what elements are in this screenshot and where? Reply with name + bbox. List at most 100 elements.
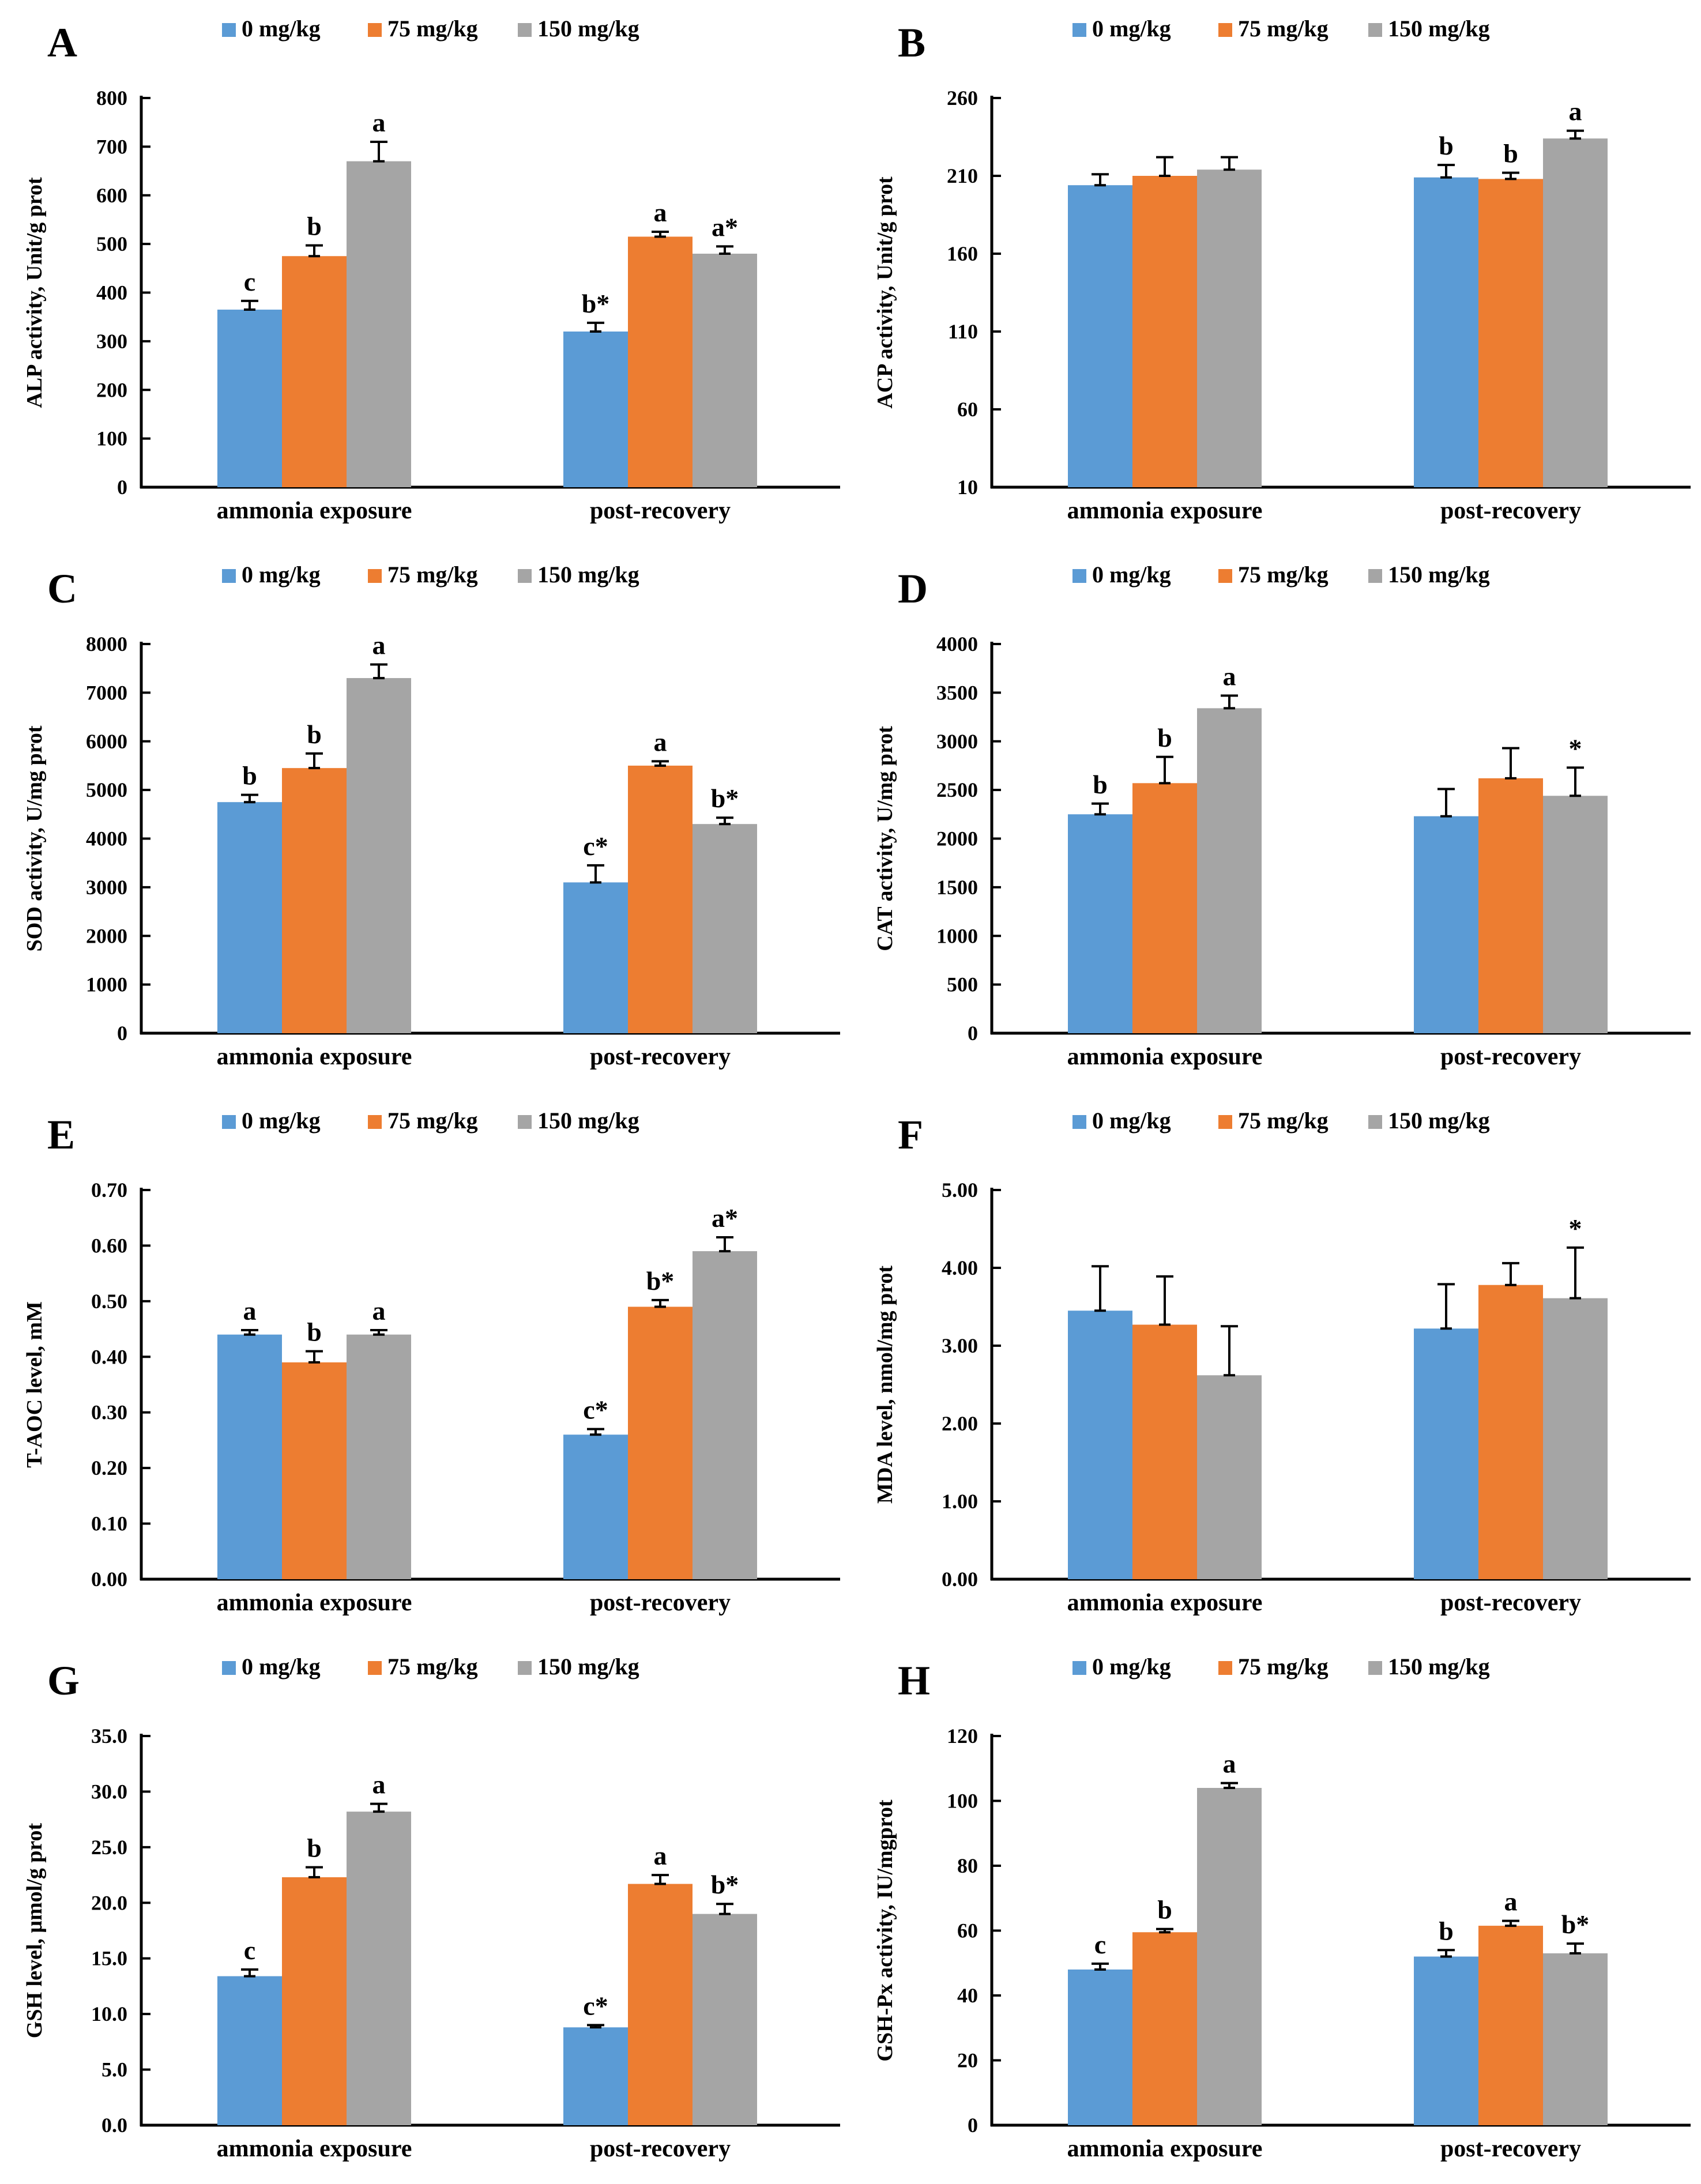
legend-label-1: 0 mg/kg bbox=[242, 16, 321, 42]
legend-swatch-3 bbox=[1368, 1661, 1382, 1675]
y-tick-label: 10 bbox=[957, 476, 978, 499]
y-tick-label: 2.00 bbox=[942, 1412, 978, 1435]
bar-75mgkg-exposure bbox=[282, 768, 347, 1033]
significance-label: c* bbox=[583, 1395, 608, 1425]
legend-swatch-2 bbox=[1218, 1661, 1232, 1675]
x-category-label: post-recovery bbox=[590, 2136, 731, 2162]
bar-75mgkg-recovery bbox=[628, 1884, 693, 2125]
y-tick-label: 0.50 bbox=[91, 1290, 127, 1313]
x-category-label: ammonia exposure bbox=[1067, 2136, 1263, 2162]
legend-label-2: 75 mg/kg bbox=[1238, 1654, 1329, 1680]
bar-0mgkg-recovery bbox=[563, 2027, 628, 2125]
significance-label: c* bbox=[583, 831, 608, 861]
y-tick-label: 0 bbox=[117, 1022, 127, 1045]
significance-label: b* bbox=[711, 1870, 739, 1899]
bar-75mgkg-exposure bbox=[1132, 1932, 1197, 2125]
legend-label-3: 150 mg/kg bbox=[1388, 1654, 1490, 1680]
bar-0mgkg-exposure bbox=[1068, 185, 1132, 487]
legend-label-1: 0 mg/kg bbox=[242, 1108, 321, 1134]
x-category-label: ammonia exposure bbox=[217, 1044, 412, 1070]
y-tick-label: 5000 bbox=[86, 778, 127, 801]
panel-G-chart: G 0 mg/kg 75 mg/kg 150 mg/kg 0.0 5.0 10.0 15.0 2… bbox=[22, 1654, 840, 2162]
y-tick-label: 4.00 bbox=[942, 1256, 978, 1279]
x-category-label: ammonia exposure bbox=[217, 1590, 412, 1616]
panel-letter: A bbox=[47, 20, 77, 66]
panel-letter: G bbox=[47, 1658, 80, 1704]
bar-0mgkg-exposure bbox=[217, 1334, 282, 1579]
y-tick-label: 35.0 bbox=[91, 1724, 127, 1748]
bar-75mgkg-exposure bbox=[1132, 783, 1197, 1033]
legend-label-2: 75 mg/kg bbox=[387, 16, 478, 42]
bar-0mgkg-recovery bbox=[563, 332, 628, 487]
legend-swatch-3 bbox=[1368, 1115, 1382, 1129]
y-tick-label: 0.70 bbox=[91, 1178, 127, 1202]
significance-label: c bbox=[1094, 1930, 1106, 1959]
significance-label: a bbox=[654, 1841, 667, 1870]
bar-75mgkg-exposure bbox=[282, 1362, 347, 1579]
y-tick-label: 5.0 bbox=[101, 2058, 127, 2081]
panel-letter: F bbox=[898, 1112, 923, 1158]
panel-B: B 0 mg/kg 75 mg/kg 150 mg/kg 10 60 110 160 210 26… bbox=[850, 0, 1701, 546]
significance-label: b bbox=[1157, 723, 1172, 752]
panel-F: F 0 mg/kg 75 mg/kg 150 mg/kg 0.00 1.00 2.00 3.0… bbox=[850, 1092, 1701, 1638]
bar-75mgkg-exposure bbox=[282, 1877, 347, 2125]
significance-label: b bbox=[307, 1317, 322, 1347]
y-tick-label: 0 bbox=[117, 476, 127, 499]
significance-label: b* bbox=[711, 784, 739, 813]
legend-label-3: 150 mg/kg bbox=[1388, 16, 1490, 42]
legend-swatch-3 bbox=[518, 23, 532, 37]
y-tick-label: 110 bbox=[948, 320, 978, 343]
panel-letter: E bbox=[47, 1112, 75, 1158]
y-tick-label: 160 bbox=[947, 242, 978, 265]
legend-swatch-1 bbox=[1072, 1115, 1086, 1129]
panel-B-chart: B 0 mg/kg 75 mg/kg 150 mg/kg 10 60 110 160 210 26… bbox=[873, 16, 1691, 524]
bar-75mgkg-recovery bbox=[1478, 1926, 1543, 2125]
significance-label: b bbox=[1439, 131, 1454, 160]
y-axis-title: ALP activity, Unit/g prot bbox=[22, 177, 47, 408]
legend-swatch-1 bbox=[1072, 23, 1086, 37]
legend-swatch-1 bbox=[222, 1115, 236, 1129]
y-tick-label: 0 bbox=[968, 2114, 978, 2137]
legend-swatch-3 bbox=[518, 569, 532, 583]
bar-0mgkg-exposure bbox=[217, 802, 282, 1033]
significance-label: a bbox=[1223, 1749, 1236, 1779]
legend-label-3: 150 mg/kg bbox=[537, 1654, 639, 1680]
y-tick-label: 0.20 bbox=[91, 1456, 127, 1479]
bar-150mgkg-recovery bbox=[693, 1914, 757, 2125]
bar-150mgkg-exposure bbox=[1197, 170, 1262, 487]
panel-F-chart: F 0 mg/kg 75 mg/kg 150 mg/kg 0.00 1.00 2.00 3.0… bbox=[873, 1108, 1691, 1616]
bar-0mgkg-exposure bbox=[217, 1976, 282, 2125]
legend-label-1: 0 mg/kg bbox=[242, 1654, 321, 1680]
bar-150mgkg-exposure bbox=[347, 1334, 411, 1579]
significance-label: a bbox=[243, 1296, 257, 1326]
legend-swatch-3 bbox=[518, 1661, 532, 1675]
y-tick-label: 800 bbox=[96, 86, 127, 110]
y-tick-label: 210 bbox=[947, 164, 978, 187]
bar-75mgkg-recovery bbox=[1478, 179, 1543, 487]
panel-G: G 0 mg/kg 75 mg/kg 150 mg/kg 0.0 5.0 10.0 15.0 2… bbox=[0, 1638, 850, 2184]
y-axis-title: GSH-Px activity, IU/mgprot bbox=[873, 1799, 897, 2062]
bar-150mgkg-recovery bbox=[1543, 1298, 1608, 1579]
y-tick-label: 2500 bbox=[936, 778, 978, 801]
y-tick-label: 8000 bbox=[86, 632, 127, 656]
significance-label: b* bbox=[646, 1266, 675, 1296]
bar-150mgkg-recovery bbox=[693, 254, 757, 487]
y-tick-label: 100 bbox=[96, 427, 127, 450]
bar-75mgkg-exposure bbox=[1132, 1324, 1197, 1579]
significance-label: b bbox=[307, 720, 322, 749]
significance-label: c bbox=[244, 267, 255, 296]
significance-label: * bbox=[1569, 1214, 1582, 1243]
panel-H: H 0 mg/kg 75 mg/kg 150 mg/kg 0 20 40 60 80 100 120… bbox=[850, 1638, 1701, 2184]
y-tick-label: 60 bbox=[957, 1919, 978, 1942]
legend-label-1: 0 mg/kg bbox=[242, 562, 321, 588]
y-tick-label: 10.0 bbox=[91, 2002, 127, 2025]
y-tick-label: 5.00 bbox=[942, 1178, 978, 1202]
significance-label: b bbox=[1093, 770, 1108, 799]
y-tick-label: 25.0 bbox=[91, 1836, 127, 1859]
legend-swatch-2 bbox=[368, 23, 382, 37]
y-tick-label: 200 bbox=[96, 378, 127, 401]
y-tick-label: 0.40 bbox=[91, 1345, 127, 1368]
significance-label: b bbox=[1157, 1895, 1172, 1925]
panel-letter: B bbox=[898, 20, 925, 66]
significance-label: b bbox=[1439, 1916, 1454, 1945]
